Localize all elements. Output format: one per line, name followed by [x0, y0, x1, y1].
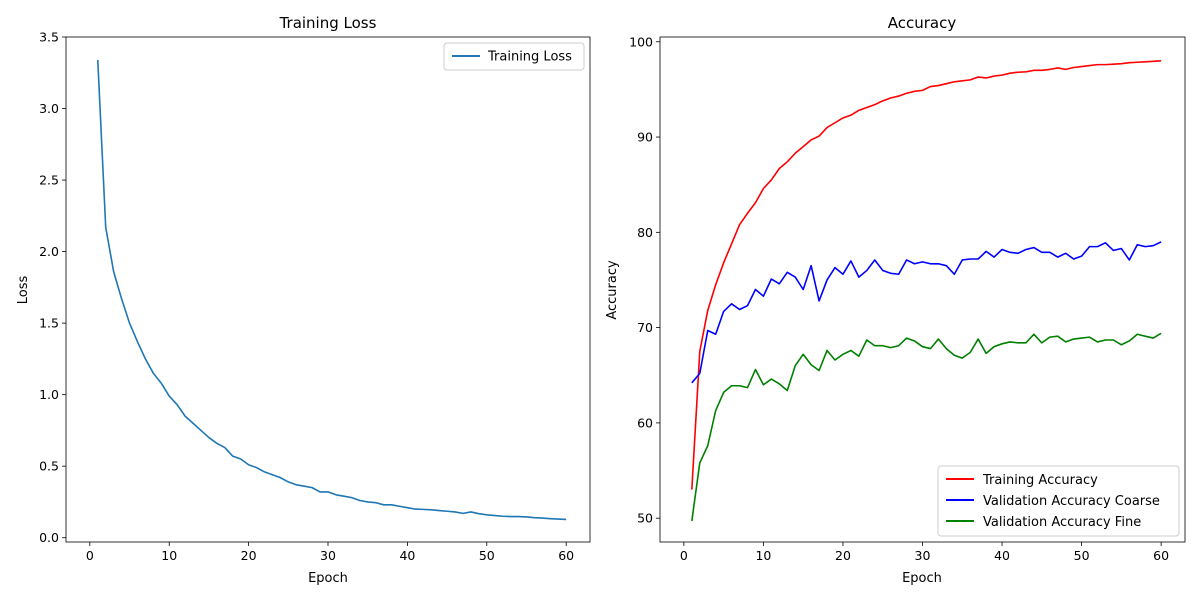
accuracy-x-tick-label: 50 [1074, 548, 1090, 563]
accuracy-y-tick-label: 90 [637, 130, 653, 145]
loss-legend-box [443, 42, 585, 71]
loss-y-tick-label: 2.5 [39, 173, 59, 188]
loss-chart-title: Training Loss [279, 14, 377, 32]
loss-x-axis-label: Epoch [308, 571, 348, 586]
series-line-training-loss [96, 59, 567, 521]
legend-label-training-loss: Training Loss [487, 50, 572, 65]
loss-x-tick-label: 30 [320, 548, 336, 563]
accuracy-x-tick-label: 0 [680, 548, 688, 563]
loss-x-tick-label: 40 [399, 548, 415, 563]
loss-x-tick-label: 0 [86, 548, 94, 563]
accuracy-plot-frame [659, 36, 1186, 543]
legend-label-validation-fine: Validation Accuracy Fine [983, 515, 1141, 530]
loss-y-tick-label: 3.5 [39, 30, 59, 45]
loss-series-lines [96, 59, 567, 521]
accuracy-x-tick-label: 40 [994, 548, 1010, 563]
accuracy-chart-title: Accuracy [888, 14, 957, 32]
loss-x-tick-label: 50 [479, 548, 495, 563]
loss-panel: Training Loss Epoch Loss 0 10 20 30 40 50 60 0.… [16, 14, 591, 586]
accuracy-y-tick-label: 60 [637, 415, 653, 430]
loss-y-axis-label: Loss [16, 276, 31, 305]
legend-label-training-accuracy: Training Accuracy [982, 473, 1098, 488]
loss-y-tick-label: 1.0 [39, 387, 59, 402]
accuracy-legend-box [937, 465, 1180, 537]
accuracy-y-tick-label: 50 [637, 511, 653, 526]
accuracy-axis-ticks: 0 10 20 30 40 50 60 50 60 70 80 90 100 [629, 34, 1169, 563]
accuracy-y-tick-label: 100 [629, 34, 653, 49]
legend-label-validation-coarse: Validation Accuracy Coarse [983, 494, 1160, 509]
accuracy-series-lines [691, 60, 1162, 522]
accuracy-x-tick-label: 10 [755, 548, 771, 563]
series-line-validation-accuracy-fine [691, 332, 1162, 522]
accuracy-y-tick-label: 80 [637, 225, 653, 240]
loss-x-tick-label: 60 [558, 548, 574, 563]
accuracy-y-tick-label: 70 [637, 320, 653, 335]
accuracy-y-axis-label: Accuracy [605, 260, 620, 320]
accuracy-x-tick-label: 30 [915, 548, 931, 563]
loss-y-tick-label: 3.0 [39, 101, 59, 116]
loss-y-tick-label: 0.0 [39, 530, 59, 545]
series-line-validation-accuracy-coarse [691, 241, 1162, 384]
loss-y-tick-label: 0.5 [39, 459, 59, 474]
accuracy-x-tick-label: 60 [1153, 548, 1169, 563]
accuracy-legend: Training Accuracy Validation Accuracy Co… [937, 465, 1180, 537]
loss-axis-ticks: 0 10 20 30 40 50 60 0.0 0.5 1.0 1.5 2.0 2.5 3.0 3.5 [39, 30, 574, 564]
loss-y-tick-label: 2.0 [39, 244, 59, 259]
accuracy-panel: Accuracy Epoch Accuracy 0 10 20 30 40 50 60 50 6… [605, 14, 1186, 586]
loss-x-tick-label: 10 [161, 548, 177, 563]
accuracy-x-tick-label: 20 [835, 548, 851, 563]
loss-y-tick-label: 1.5 [39, 316, 59, 331]
series-line-training-accuracy [691, 60, 1162, 490]
loss-legend: Training Loss [443, 42, 585, 71]
loss-x-tick-label: 20 [241, 548, 257, 563]
loss-plot-frame [65, 36, 591, 543]
accuracy-x-axis-label: Epoch [902, 571, 942, 586]
